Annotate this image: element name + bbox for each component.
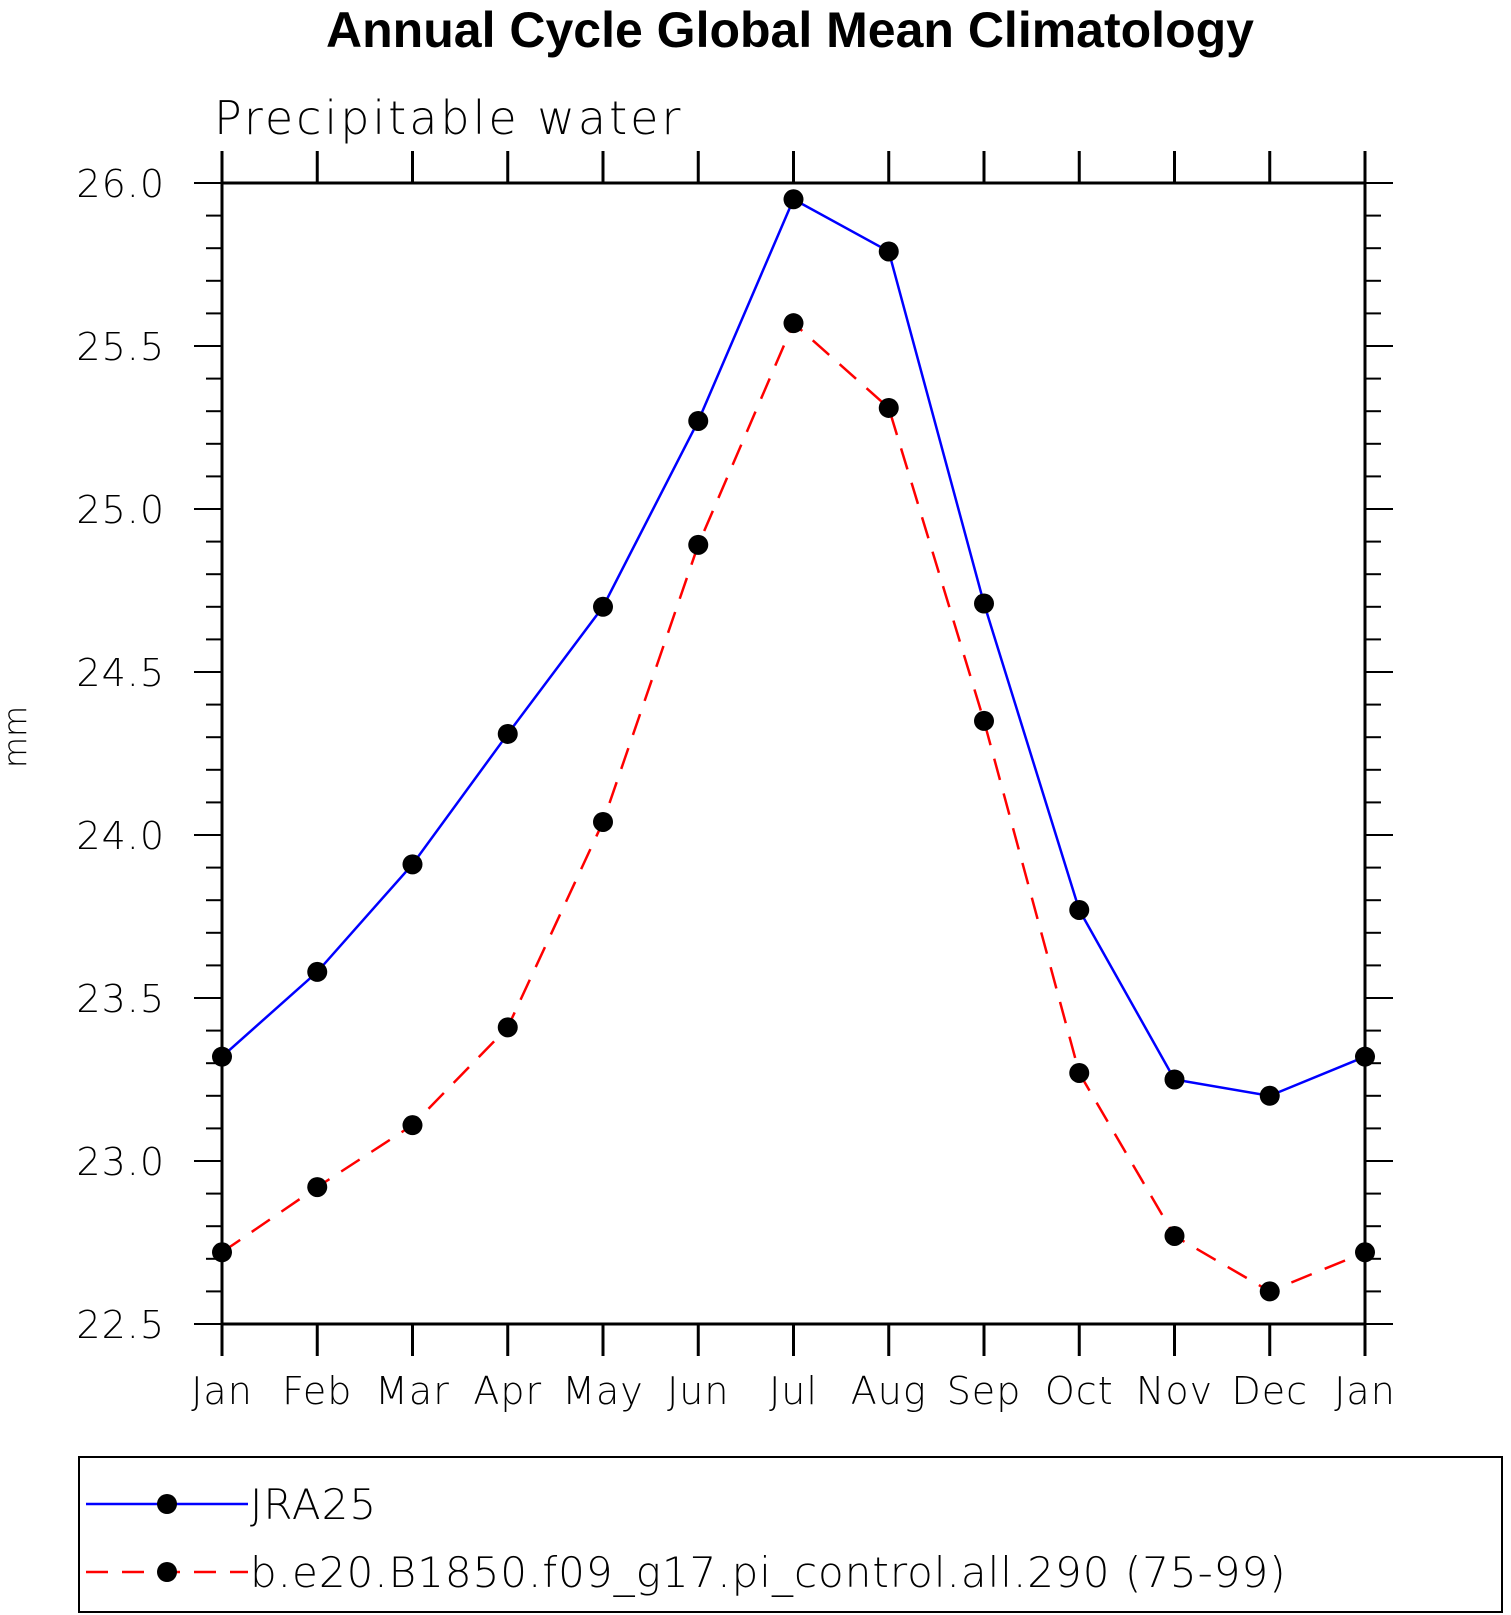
- x-tick-label: Jul: [769, 1369, 818, 1413]
- x-tick-label: Sep: [947, 1369, 1022, 1413]
- data-point: [1164, 1225, 1185, 1246]
- plot-frame: [220, 181, 1367, 1326]
- y-tick-label: 24.5: [76, 651, 165, 695]
- x-tick-label: Jan: [191, 1369, 253, 1413]
- legend-marker-2: [157, 1562, 177, 1582]
- data-point: [497, 723, 518, 744]
- x-tick-label: Mar: [375, 1369, 450, 1413]
- data-point: [497, 1017, 518, 1038]
- data-point: [307, 1177, 328, 1198]
- chart-title: Annual Cycle Global Mean Climatology: [326, 2, 1254, 58]
- legend-label-1: JRA25: [250, 1480, 377, 1529]
- x-tick-label: Aug: [851, 1369, 927, 1413]
- legend-box: [78, 1456, 1503, 1613]
- chart-subtitle: Precipitable water: [214, 91, 683, 145]
- data-point: [593, 596, 613, 617]
- y-tick-label: 25.0: [76, 488, 165, 532]
- y-axis: 22.5 23.0 23.5 24.0 24.5 25.0 25.5 26.0: [76, 162, 1393, 1347]
- data-point: [974, 710, 994, 731]
- data-point: [1355, 1242, 1375, 1263]
- data-point: [307, 961, 328, 982]
- data-point: [593, 811, 613, 832]
- y-tick-label: 25.5: [76, 325, 165, 369]
- x-axis: Jan Feb Mar Apr May Jun Jul Aug Sep Oct Nov Dec Jan: [191, 151, 1396, 1413]
- y-tick-label: 22.5: [76, 1303, 165, 1347]
- x-tick-label: Apr: [473, 1369, 542, 1413]
- data-point: [1259, 1281, 1280, 1302]
- data-point: [1069, 1062, 1090, 1083]
- series-line: [221, 321, 1366, 1293]
- y-tick-label: 24.0: [76, 814, 165, 858]
- data-point: [1164, 1069, 1185, 1090]
- data-point: [212, 1242, 232, 1263]
- x-tick-label: Dec: [1231, 1369, 1308, 1413]
- series-layer: [212, 189, 1375, 1302]
- data-point: [878, 397, 899, 418]
- data-point: [974, 593, 994, 614]
- x-tick-label: Feb: [282, 1369, 352, 1413]
- data-point: [688, 534, 709, 555]
- x-tick-label: Nov: [1136, 1369, 1213, 1413]
- x-tick-label: May: [562, 1369, 644, 1413]
- series-2: [212, 313, 1375, 1302]
- y-axis-label: mm: [0, 706, 34, 768]
- legend-marker-1: [157, 1494, 177, 1514]
- data-point: [212, 1046, 232, 1067]
- y-tick-label: 23.5: [76, 977, 165, 1021]
- data-point: [783, 189, 804, 210]
- data-point: [878, 241, 899, 262]
- x-tick-label: Jun: [667, 1369, 729, 1413]
- x-tick-label: Oct: [1045, 1369, 1114, 1413]
- data-point: [1069, 899, 1090, 920]
- data-point: [1259, 1085, 1280, 1106]
- series-line: [221, 197, 1366, 1098]
- series-1: [212, 189, 1375, 1106]
- x-tick-label: Jan: [1334, 1369, 1396, 1413]
- y-tick-label: 26.0: [76, 162, 165, 206]
- data-point: [402, 854, 423, 875]
- data-point: [688, 410, 709, 431]
- legend-label-2: b.e20.B1850.f09_g17.pi_control.all.290 (…: [250, 1548, 1287, 1597]
- plot-border: [220, 181, 1367, 1326]
- data-point: [1355, 1046, 1375, 1067]
- data-point: [783, 313, 804, 334]
- data-point: [402, 1115, 423, 1136]
- y-tick-label: 23.0: [76, 1140, 165, 1184]
- legend: JRA25 b.e20.B1850.f09_g17.pi_control.all.…: [78, 1456, 1503, 1613]
